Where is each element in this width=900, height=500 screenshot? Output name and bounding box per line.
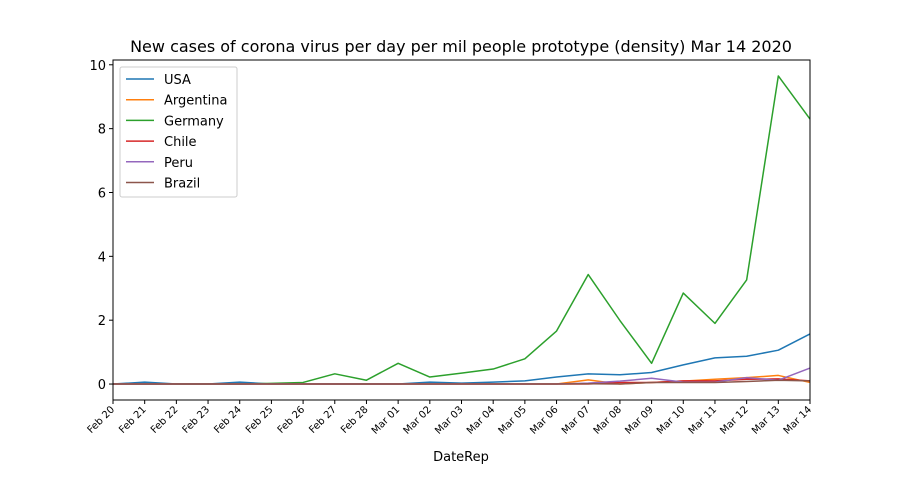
legend-label-usa: USA xyxy=(164,73,191,88)
x-tick-label: Mar 02 xyxy=(402,404,434,436)
x-tick-label: Mar 03 xyxy=(433,404,465,436)
x-tick-label: Feb 28 xyxy=(339,404,371,436)
x-tick-label: Mar 01 xyxy=(370,404,402,436)
series-line-usa xyxy=(112,333,811,385)
x-tick-label: Mar 10 xyxy=(655,404,687,436)
legend-label-germany: Germany xyxy=(164,114,224,129)
x-tick-label: Feb 23 xyxy=(181,404,213,436)
legend: USA Argentina Germany Chile Peru Brazil xyxy=(119,66,238,198)
x-tick-label: Feb 25 xyxy=(244,404,276,436)
x-tick-label: Mar 04 xyxy=(465,404,497,436)
x-tick-label: Feb 27 xyxy=(307,404,339,436)
chart-title: New cases of corona virus per day per mi… xyxy=(130,37,792,56)
x-axis: Feb 20 Feb 21 Feb 22 Feb 23 Feb 24 Feb 25 Feb … xyxy=(86,400,814,437)
x-tick-label: Mar 05 xyxy=(497,404,529,436)
x-tick-label: Feb 20 xyxy=(86,404,118,436)
series-layer xyxy=(112,75,811,385)
y-axis: 0 2 4 6 8 10 xyxy=(89,59,113,393)
legend-label-brazil: Brazil xyxy=(164,177,200,192)
y-tick-label: 10 xyxy=(89,59,106,74)
x-tick-label: Mar 12 xyxy=(718,404,750,436)
x-tick-label: Feb 21 xyxy=(117,404,149,436)
x-tick-label: Mar 13 xyxy=(750,404,782,436)
x-tick-label: Mar 14 xyxy=(782,404,814,436)
series-line-peru xyxy=(113,367,811,385)
legend-label-peru: Peru xyxy=(164,156,193,171)
x-tick-label: Feb 22 xyxy=(149,404,181,436)
x-tick-label: Feb 24 xyxy=(212,404,244,436)
y-tick-label: 2 xyxy=(98,314,106,329)
x-tick-label: Mar 11 xyxy=(687,404,719,436)
x-axis-label: DateRep xyxy=(433,450,489,465)
x-tick-label: Mar 06 xyxy=(528,404,560,436)
x-tick-label: Mar 09 xyxy=(623,404,655,436)
x-tick-label: Feb 26 xyxy=(276,404,308,436)
y-tick-label: 4 xyxy=(98,250,106,265)
legend-label-chile: Chile xyxy=(164,135,197,150)
y-tick-label: 8 xyxy=(98,123,106,138)
legend-label-argentina: Argentina xyxy=(164,94,227,109)
series-line-brazil xyxy=(113,379,811,385)
y-tick-label: 6 xyxy=(98,186,106,201)
x-tick-label: Mar 07 xyxy=(560,404,592,436)
y-tick-label: 0 xyxy=(98,378,106,393)
x-tick-label: Mar 08 xyxy=(592,404,624,436)
